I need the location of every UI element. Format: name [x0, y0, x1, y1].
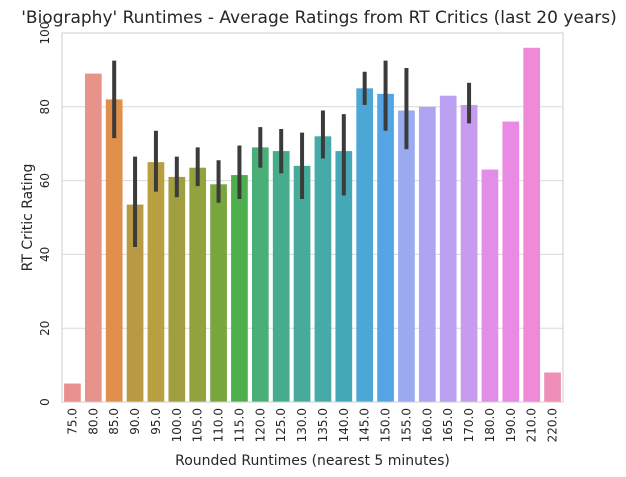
bar-95.0 [147, 162, 165, 402]
bar-160.0 [418, 106, 436, 403]
x-tick-label: 155.0 [399, 408, 413, 442]
x-tick-label: 160.0 [420, 408, 434, 442]
x-tick-labels: 75.0 80.0 85.0 90.0 95.0 100.0 105.0 110.0 115.0… [65, 408, 559, 442]
bar-80.0 [84, 73, 102, 402]
x-tick-label: 180.0 [483, 408, 497, 442]
x-tick-label: 170.0 [462, 408, 476, 442]
x-tick-label: 220.0 [546, 408, 560, 442]
error-bars [112, 60, 472, 248]
chart-title: 'Biography' Runtimes - Average Ratings f… [21, 8, 617, 28]
bar-210.0 [523, 47, 541, 402]
x-tick-label: 130.0 [295, 408, 309, 442]
bar-150.0 [377, 93, 394, 402]
x-tick-label: 110.0 [212, 408, 226, 442]
x-tick-label: 95.0 [149, 408, 163, 435]
x-tick-label: 145.0 [358, 408, 372, 442]
x-tick-label: 115.0 [232, 408, 246, 442]
x-tick-label: 75.0 [65, 408, 79, 435]
y-tick-labels: 0 20 40 60 80 100 [38, 22, 52, 406]
bar-115.0 [231, 175, 248, 402]
x-tick-label: 120.0 [253, 408, 267, 442]
bar-140.0 [335, 151, 353, 402]
bar-105.0 [189, 167, 207, 402]
y-tick-label: 80 [38, 99, 52, 114]
x-tick-label: 90.0 [128, 408, 142, 435]
x-tick-label: 105.0 [191, 408, 205, 442]
x-tick-label: 100.0 [170, 408, 184, 442]
x-tick-label: 140.0 [337, 408, 351, 442]
bar-100.0 [168, 176, 186, 402]
x-tick-label: 165.0 [441, 408, 455, 442]
y-tick-label: 20 [38, 321, 52, 336]
y-tick-label: 60 [38, 173, 52, 188]
x-tick-label: 190.0 [504, 408, 518, 442]
y-tick-label: 40 [38, 247, 52, 262]
y-tick-label: 0 [38, 398, 52, 406]
bar-170.0 [460, 104, 478, 402]
y-axis-label: RT Critic Rating [20, 164, 36, 272]
bar-145.0 [356, 88, 374, 402]
bar-90.0 [126, 204, 144, 402]
bar-130.0 [293, 165, 311, 402]
x-axis-label: Rounded Runtimes (nearest 5 minutes) [175, 453, 450, 469]
x-tick-label: 80.0 [86, 408, 100, 435]
bar-85.0 [105, 99, 123, 403]
x-tick-label: 135.0 [316, 408, 330, 442]
bar-120.0 [251, 147, 269, 402]
x-tick-label: 210.0 [525, 408, 539, 442]
bar-155.0 [398, 110, 415, 403]
x-tick-label: 150.0 [379, 408, 393, 442]
x-tick-label: 85.0 [107, 408, 121, 435]
bar-75.0 [64, 383, 81, 402]
bar-220.0 [544, 372, 561, 402]
bar-110.0 [210, 184, 227, 402]
gridlines [62, 106, 563, 329]
bar-165.0 [439, 95, 457, 402]
plot-frame [61, 32, 564, 403]
bars [64, 47, 561, 403]
bar-125.0 [272, 151, 290, 402]
bar-135.0 [314, 136, 332, 402]
y-tick-label: 100 [38, 22, 52, 45]
x-tick-label: 125.0 [274, 408, 288, 442]
bar-180.0 [481, 169, 499, 402]
bar-190.0 [502, 121, 520, 402]
